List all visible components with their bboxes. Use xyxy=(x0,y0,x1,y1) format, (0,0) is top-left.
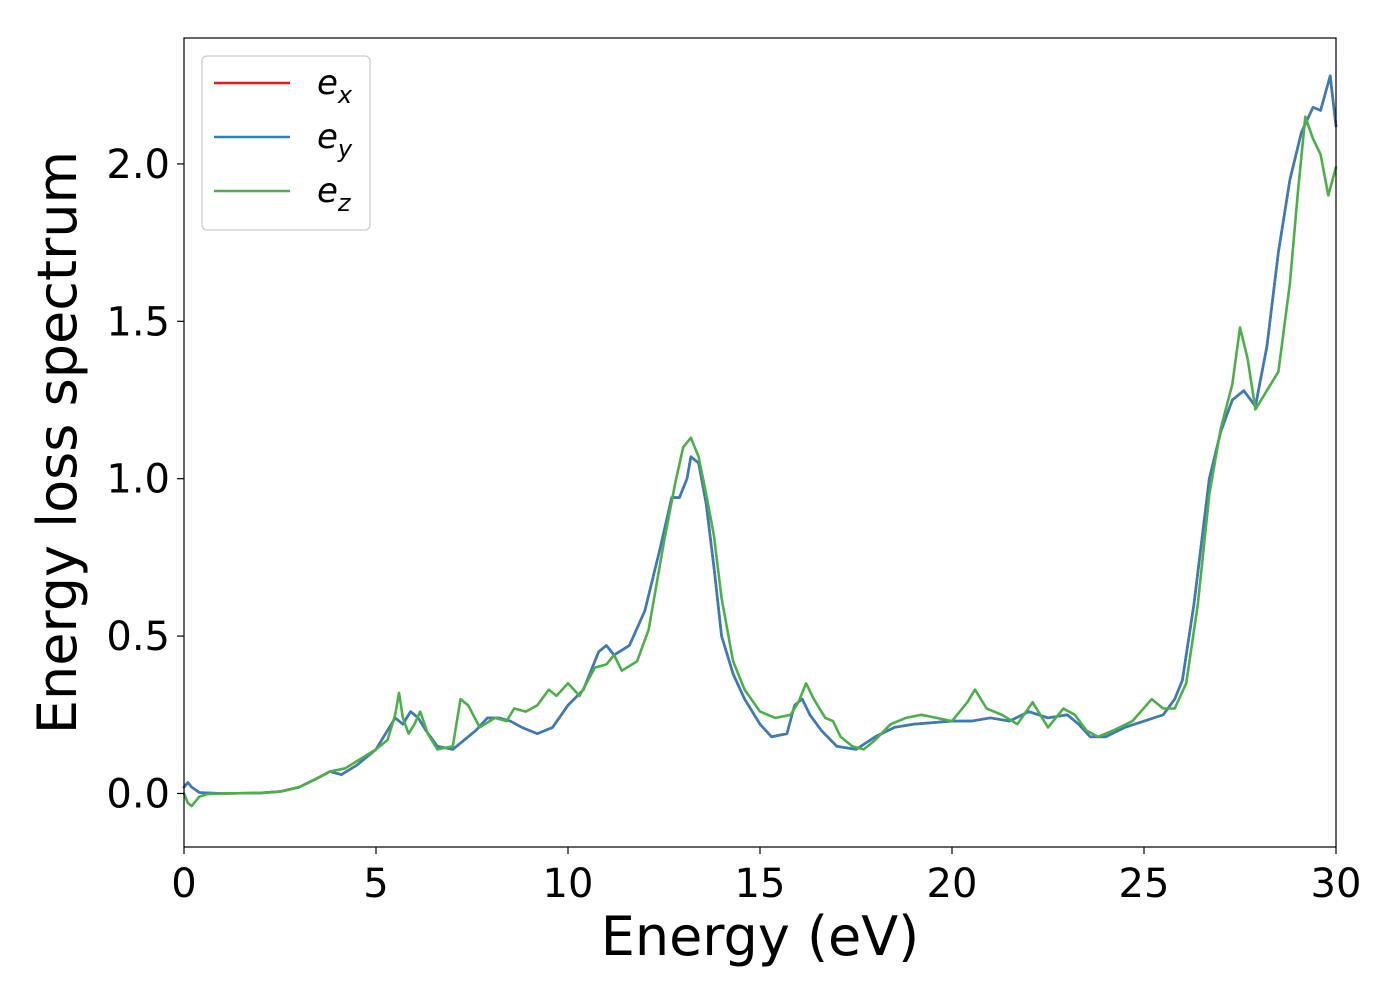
y-tick-label: 1.0 xyxy=(106,457,170,503)
legend-label-subscript: z xyxy=(337,189,352,217)
x-tick-label: 25 xyxy=(1119,861,1170,907)
series-line-e-z xyxy=(182,115,1338,808)
legend-label-e-x: ex xyxy=(317,63,353,109)
y-tick-label: 1.5 xyxy=(106,299,170,345)
y-tick-label: 0.0 xyxy=(106,771,170,817)
x-tick-label: 30 xyxy=(1311,861,1362,907)
x-tick-label: 5 xyxy=(363,861,388,907)
x-tick-label: 20 xyxy=(927,861,978,907)
y-axis: 0.0 0.5 1.0 1.5 2.0 xyxy=(106,142,184,817)
series-layer xyxy=(182,74,1338,808)
legend-label-base: e xyxy=(317,63,338,103)
y-axis-title: Energy loss spectrum xyxy=(26,151,89,734)
x-tick-label: 10 xyxy=(543,861,594,907)
legend-label-base: e xyxy=(317,171,338,211)
x-tick-label: 0 xyxy=(171,861,196,907)
x-axis-title: Energy (eV) xyxy=(601,905,920,968)
legend-label-subscript: y xyxy=(337,135,353,163)
y-tick-label: 0.5 xyxy=(106,614,170,660)
legend-label-e-y: ey xyxy=(317,117,353,163)
y-tick-label: 2.0 xyxy=(106,142,170,188)
legend-label-subscript: x xyxy=(337,81,353,109)
legend-box xyxy=(201,55,371,231)
x-axis: 0 5 10 15 20 25 30 xyxy=(171,847,1361,907)
x-tick-label: 15 xyxy=(735,861,786,907)
series-line-e-y xyxy=(182,74,1338,795)
legend-label-base: e xyxy=(317,117,338,157)
legend-label-e-z: ez xyxy=(317,171,352,217)
